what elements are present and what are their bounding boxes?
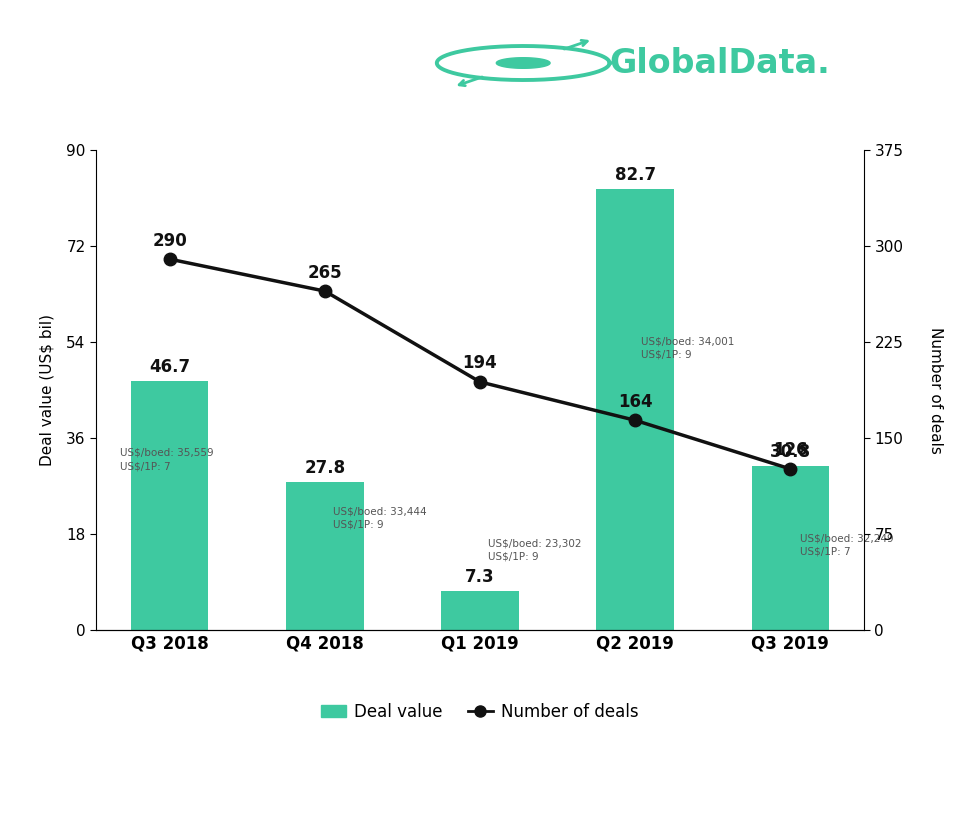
Polygon shape (496, 58, 550, 68)
Text: US$/boed: 23,302
US$/1P: 9: US$/boed: 23,302 US$/1P: 9 (488, 538, 581, 562)
Text: Upstream M&A Deal Value and: Upstream M&A Deal Value and (29, 35, 437, 59)
Text: Count, Q3 2019: Count, Q3 2019 (29, 82, 235, 106)
Text: 27.8: 27.8 (304, 459, 346, 476)
Y-axis label: Deal value (US$ bil): Deal value (US$ bil) (40, 315, 55, 466)
Text: 7.3: 7.3 (466, 567, 494, 586)
Text: 82.7: 82.7 (614, 166, 656, 184)
Text: US$/boed: 34,001
US$/1P: 9: US$/boed: 34,001 US$/1P: 9 (641, 336, 734, 359)
Bar (752, 466, 829, 630)
Text: 265: 265 (307, 263, 342, 281)
Bar (286, 482, 364, 630)
Text: GlobalData.: GlobalData. (610, 46, 830, 80)
Text: 30.8: 30.8 (770, 442, 811, 461)
Text: 46.7: 46.7 (149, 358, 190, 376)
Text: 194: 194 (463, 354, 497, 372)
Text: US$/boed: 33,444
US$/1P: 9: US$/boed: 33,444 US$/1P: 9 (332, 506, 426, 530)
Text: Source:  GlobalData, Oil and Gas Intelligence Center: Source: GlobalData, Oil and Gas Intellig… (38, 764, 654, 785)
Bar (442, 591, 518, 630)
Legend: Deal value, Number of deals: Deal value, Number of deals (315, 696, 645, 728)
Bar (596, 189, 674, 630)
Text: 164: 164 (618, 393, 653, 411)
Text: US$/boed: 35,559
US$/1P: 7: US$/boed: 35,559 US$/1P: 7 (120, 448, 214, 471)
Y-axis label: Number of deals: Number of deals (928, 327, 944, 454)
Text: US$/boed: 32,249
US$/1P: 7: US$/boed: 32,249 US$/1P: 7 (800, 533, 893, 556)
Text: 290: 290 (153, 232, 187, 250)
Text: 126: 126 (773, 441, 807, 459)
Bar (131, 381, 208, 630)
